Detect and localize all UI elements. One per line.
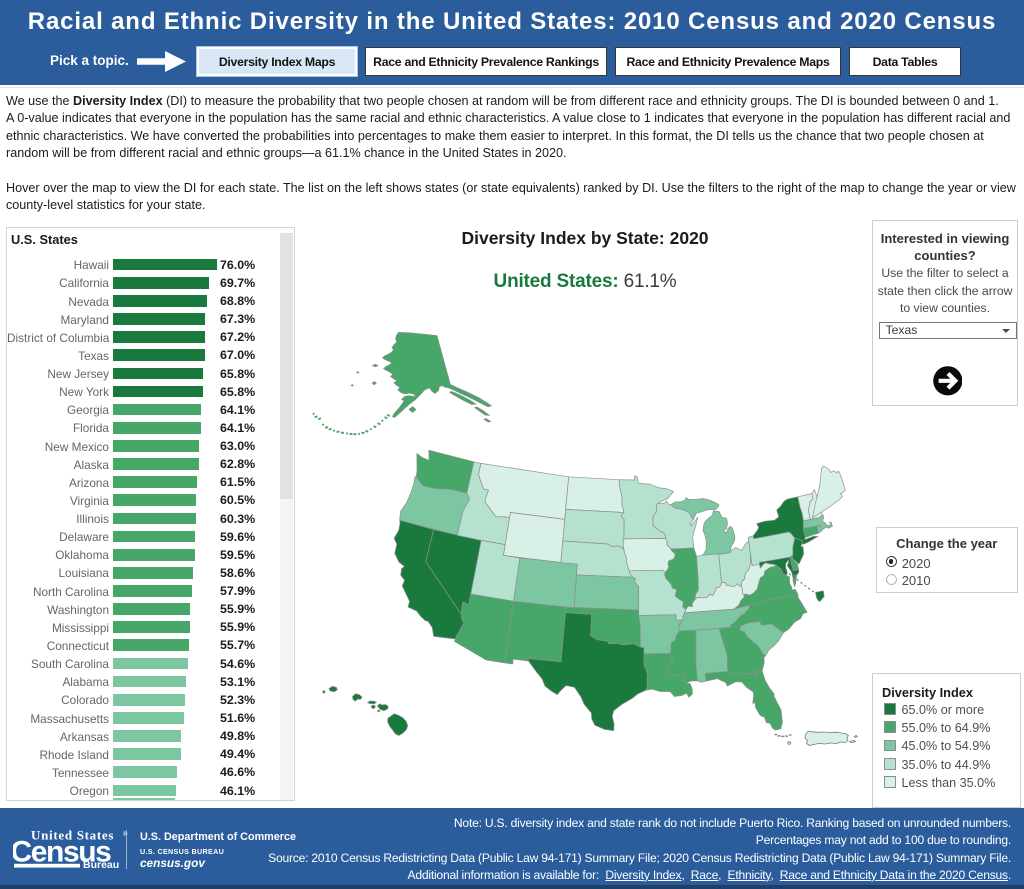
- svg-text:Census: Census: [13, 836, 111, 869]
- svg-text:United States: United States: [31, 830, 114, 843]
- svg-text:®: ®: [123, 831, 128, 838]
- svg-text:Bureau: Bureau: [83, 859, 119, 870]
